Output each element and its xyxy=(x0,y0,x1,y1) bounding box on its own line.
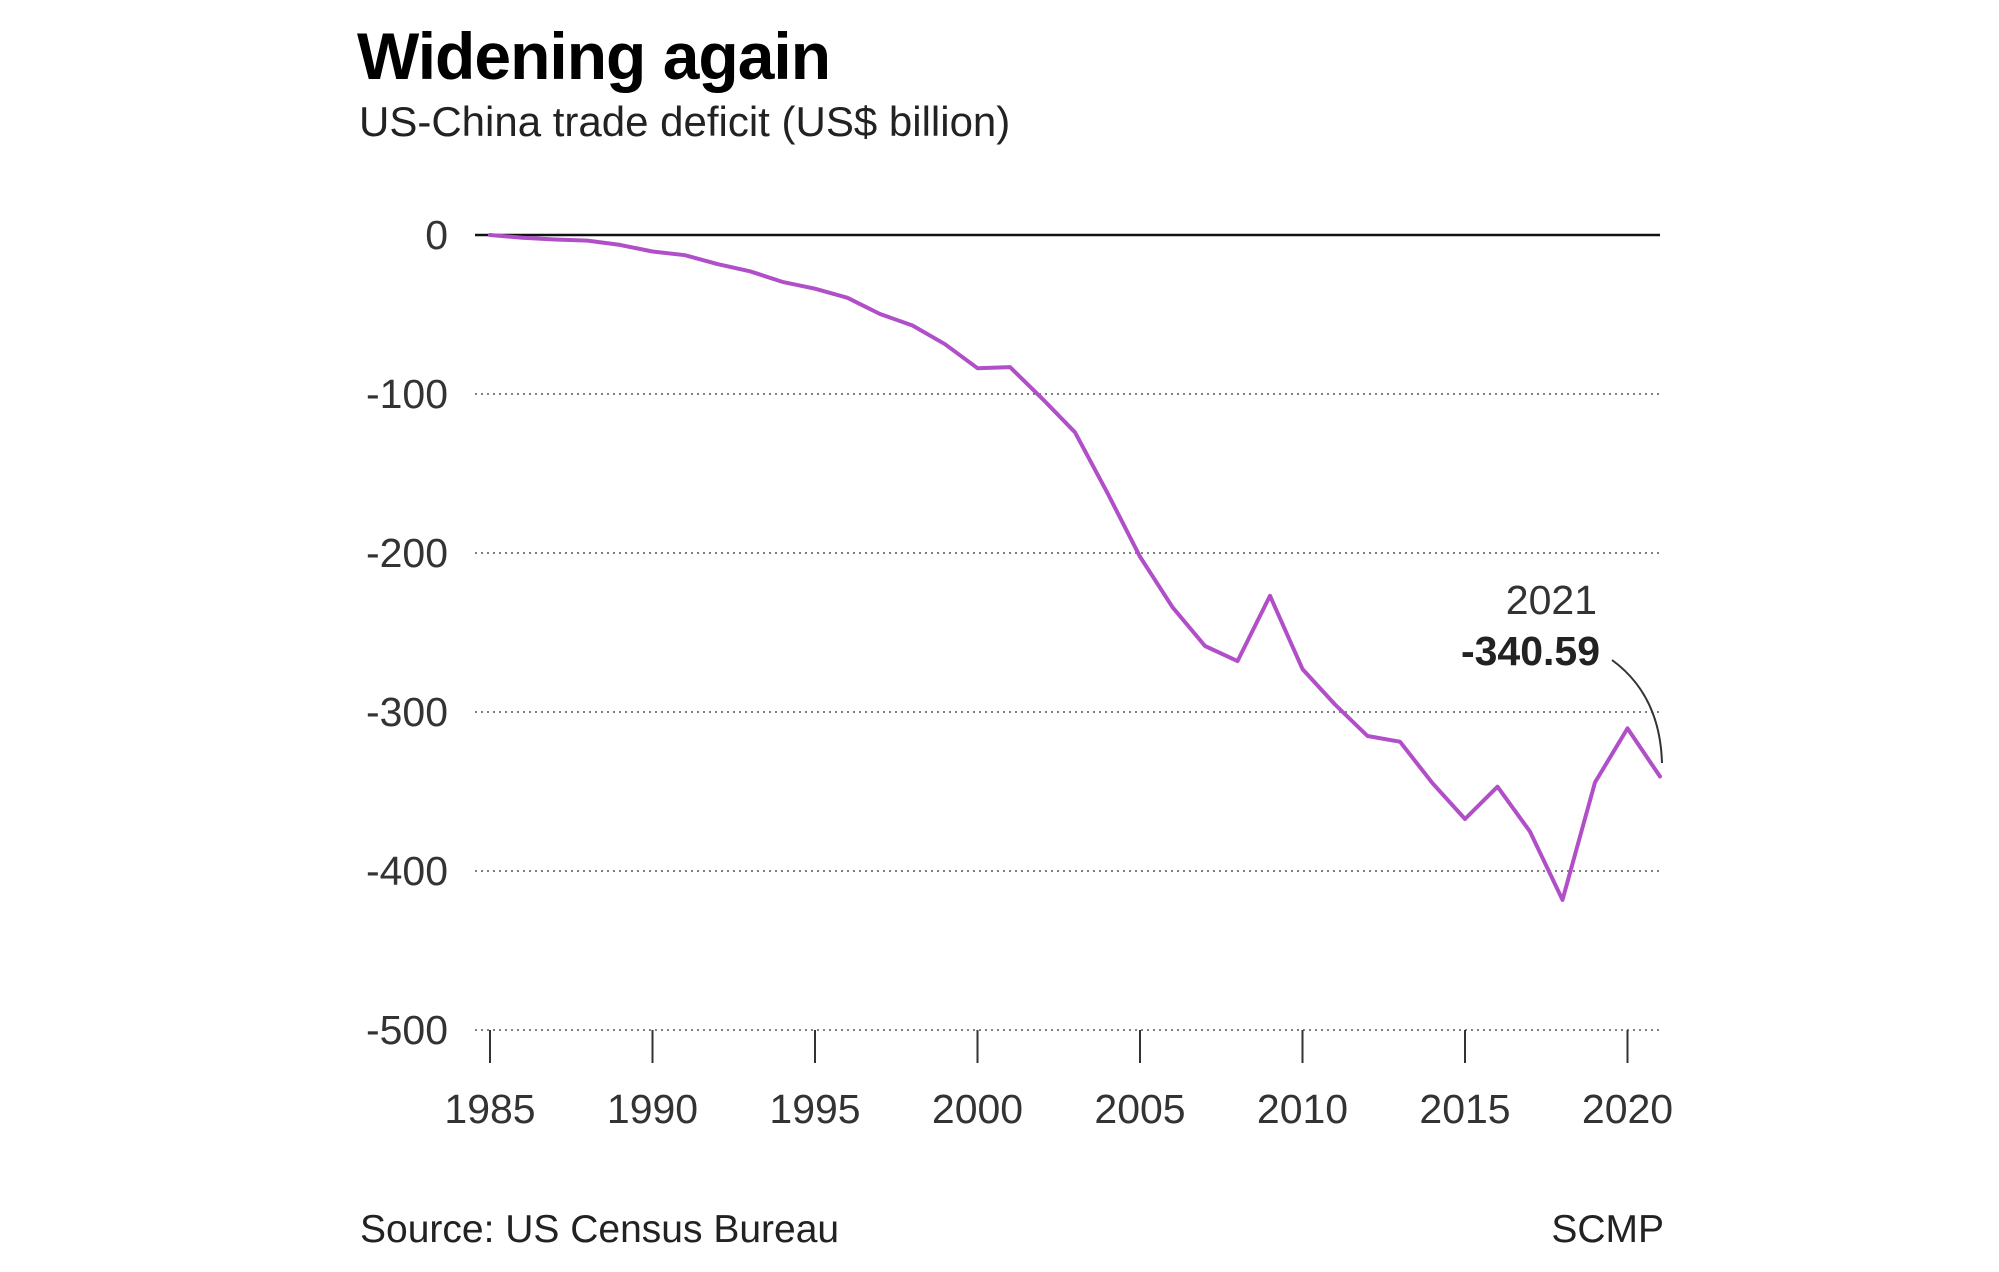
chart-subtitle: US-China trade deficit (US$ billion) xyxy=(359,98,1011,145)
series-layer xyxy=(488,233,1662,902)
x-tick-label: 1990 xyxy=(607,1086,698,1132)
chart-title: Widening again xyxy=(357,19,831,93)
y-tick-label: -200 xyxy=(366,530,448,576)
source-note: Source: US Census Bureau xyxy=(360,1208,840,1251)
x-tick-label: 2020 xyxy=(1582,1086,1673,1132)
annotation-year-label: 2021 xyxy=(1506,577,1597,623)
x-tick-label: 2000 xyxy=(932,1086,1023,1132)
x-tick-label: 1995 xyxy=(769,1086,860,1132)
x-axis-ticks: 1985 1990 1995 2000 2005 2010 2015 2020 xyxy=(444,1030,1673,1132)
grid-lines xyxy=(475,233,1660,1031)
x-tick-label: 2005 xyxy=(1094,1086,1185,1132)
y-tick-label: -400 xyxy=(366,848,448,894)
y-axis-ticks: 0 -100 -200 -300 -400 -500 xyxy=(366,212,448,1053)
credit-label: SCMP xyxy=(1551,1208,1664,1251)
series-line xyxy=(488,233,1662,902)
y-tick-label: -500 xyxy=(366,1007,448,1053)
y-tick-label: -100 xyxy=(366,371,448,417)
annotation: 2021 -340.59 xyxy=(1461,577,1663,764)
annotation-leader-line xyxy=(1611,659,1663,764)
y-tick-label: -300 xyxy=(366,689,448,735)
annotation-value-label: -340.59 xyxy=(1461,628,1600,674)
x-tick-label: 2015 xyxy=(1419,1086,1510,1132)
y-tick-label: 0 xyxy=(425,212,448,258)
x-tick-label: 1985 xyxy=(444,1086,535,1132)
x-tick-label: 2010 xyxy=(1257,1086,1348,1132)
